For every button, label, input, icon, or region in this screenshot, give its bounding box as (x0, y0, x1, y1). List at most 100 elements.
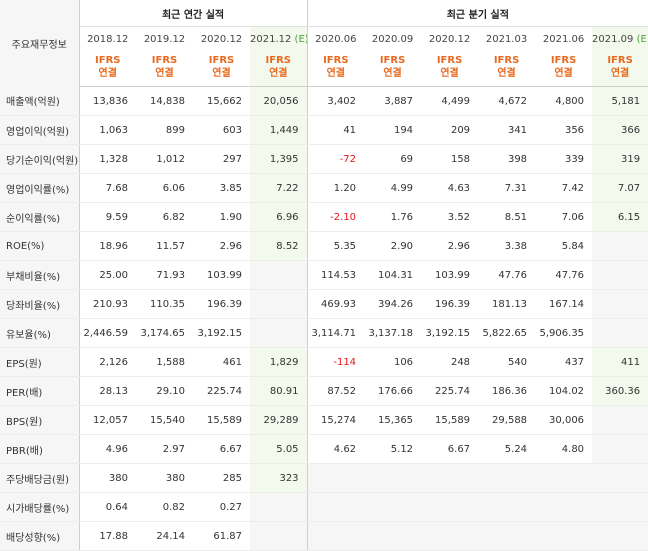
standard-line2: 연결 (497, 68, 516, 79)
value-cell: 437 (535, 347, 593, 377)
value-cell: 47.76 (478, 260, 536, 290)
row-label: 영업이익률(%) (0, 173, 80, 203)
value-cell: 29,289 (250, 405, 308, 435)
value-cell: 339 (535, 144, 593, 174)
value-cell (421, 492, 479, 522)
value-cell: 225.74 (193, 376, 250, 406)
value-cell: 1,063 (79, 115, 136, 145)
table-row: ROE(%) 18.96 11.57 2.96 8.52 5.35 2.90 2.96 3.38… (0, 231, 648, 261)
row-label: 시가배당률(%) (0, 492, 80, 522)
standard-line1: IFRS (265, 55, 291, 66)
value-cell (592, 434, 648, 464)
value-cell: 360.36 (592, 376, 648, 406)
period-header: 2020.12 (421, 27, 478, 53)
accounting-standard: IFRS 연결 (535, 52, 593, 87)
value-cell (306, 492, 365, 522)
value-cell: 18.96 (79, 231, 136, 261)
table-row: BPS(원) 12,057 15,540 15,589 29,289 15,274 15,3… (0, 405, 648, 435)
standard-line1: IFRS (607, 55, 633, 66)
value-cell: 14,838 (136, 86, 193, 116)
value-cell: 80.91 (250, 376, 308, 406)
table-row: PER(배) 28.13 29.10 225.74 80.91 87.52 176.66 22… (0, 376, 648, 406)
table-row: 당좌비율(%) 210.93 110.35 196.39 469.93 394.26 196… (0, 289, 648, 319)
value-cell: 540 (478, 347, 536, 377)
value-cell: 114.53 (306, 260, 365, 290)
period-label: 2021.09 (592, 34, 634, 45)
value-cell: 5,181 (592, 86, 648, 116)
period-header: 2021.09 (E) (592, 26, 648, 52)
row-label: 주당배당금(원) (0, 463, 80, 493)
period-label: 2018.12 (87, 34, 129, 45)
period-label: 2021.12 (250, 34, 292, 45)
value-cell: -114 (306, 347, 365, 377)
standard-line2: 연결 (155, 68, 174, 79)
value-cell: 30,006 (535, 405, 593, 435)
value-cell: 7.68 (79, 173, 136, 203)
value-cell: 29,588 (478, 405, 536, 435)
value-cell: 411 (592, 347, 648, 377)
value-cell (250, 521, 308, 551)
value-cell: 9.59 (79, 202, 136, 232)
value-cell: 341 (478, 115, 536, 145)
standard-line1: IFRS (323, 55, 349, 66)
estimate-mark: (E) (294, 34, 308, 45)
estimate-mark: (E) (636, 34, 648, 45)
value-cell: 0.27 (193, 492, 250, 522)
value-cell: 394.26 (364, 289, 422, 319)
value-cell: 15,662 (193, 86, 250, 116)
value-cell: 3.38 (478, 231, 536, 261)
value-cell (592, 521, 648, 551)
value-cell: 3.52 (421, 202, 479, 232)
value-cell (421, 463, 479, 493)
value-cell: 87.52 (306, 376, 365, 406)
period-label: 2019.12 (143, 34, 186, 45)
value-cell: 6.82 (136, 202, 193, 232)
table-row: PBR(배) 4.96 2.97 6.67 5.05 4.62 5.12 6.67 5.24 4.… (0, 434, 648, 464)
value-cell: 4,800 (535, 86, 593, 116)
value-cell: 1,395 (250, 144, 308, 174)
value-cell (364, 463, 422, 493)
value-cell: 6.06 (136, 173, 193, 203)
table-row: 부채비율(%) 25.00 71.93 103.99 114.53 104.31 103.9… (0, 260, 648, 290)
value-cell: 4,672 (478, 86, 536, 116)
value-cell: 380 (79, 463, 136, 493)
value-cell: 29.10 (136, 376, 193, 406)
value-cell: 5.05 (250, 434, 308, 464)
value-cell (592, 318, 648, 348)
standard-line1: IFRS (95, 55, 121, 66)
value-cell: 5.24 (478, 434, 536, 464)
period-header: 2021.06 (535, 27, 592, 53)
table-body: 매출액(억원) 13,836 14,838 15,662 20,056 3,402 3,88… (0, 86, 648, 551)
value-cell: 11.57 (136, 231, 193, 261)
value-cell: 47.76 (535, 260, 593, 290)
value-cell: 4.62 (306, 434, 365, 464)
value-cell: 104.31 (364, 260, 422, 290)
period-label: 2021.06 (542, 34, 585, 45)
standard-line2: 연결 (326, 68, 345, 79)
value-cell: 3,402 (306, 86, 365, 116)
row-label-header: 주요재무정보 (0, 0, 80, 87)
value-cell: 6.96 (250, 202, 308, 232)
value-cell: 2.97 (136, 434, 193, 464)
standard-line2: 연결 (554, 68, 573, 79)
value-cell: 3,137.18 (364, 318, 422, 348)
quarterly-group-title: 최근 분기 실적 (306, 0, 648, 27)
period-label: 2020.06 (315, 34, 357, 45)
value-cell: 181.13 (478, 289, 536, 319)
value-cell: 225.74 (421, 376, 479, 406)
value-cell: 5,906.35 (535, 318, 593, 348)
value-cell: 8.52 (250, 231, 308, 261)
standard-line1: IFRS (379, 55, 406, 66)
value-cell: 61.87 (193, 521, 250, 551)
value-cell: 7.07 (592, 173, 648, 203)
value-cell: 4.99 (364, 173, 422, 203)
period-label: 2020.12 (200, 34, 243, 45)
value-cell: 5.35 (306, 231, 365, 261)
value-cell: 5.12 (364, 434, 422, 464)
value-cell: 2,446.59 (79, 318, 136, 348)
value-cell: 461 (193, 347, 250, 377)
standard-line1: IFRS (436, 55, 463, 66)
value-cell: 3,192.15 (421, 318, 479, 348)
value-cell: 24.14 (136, 521, 193, 551)
